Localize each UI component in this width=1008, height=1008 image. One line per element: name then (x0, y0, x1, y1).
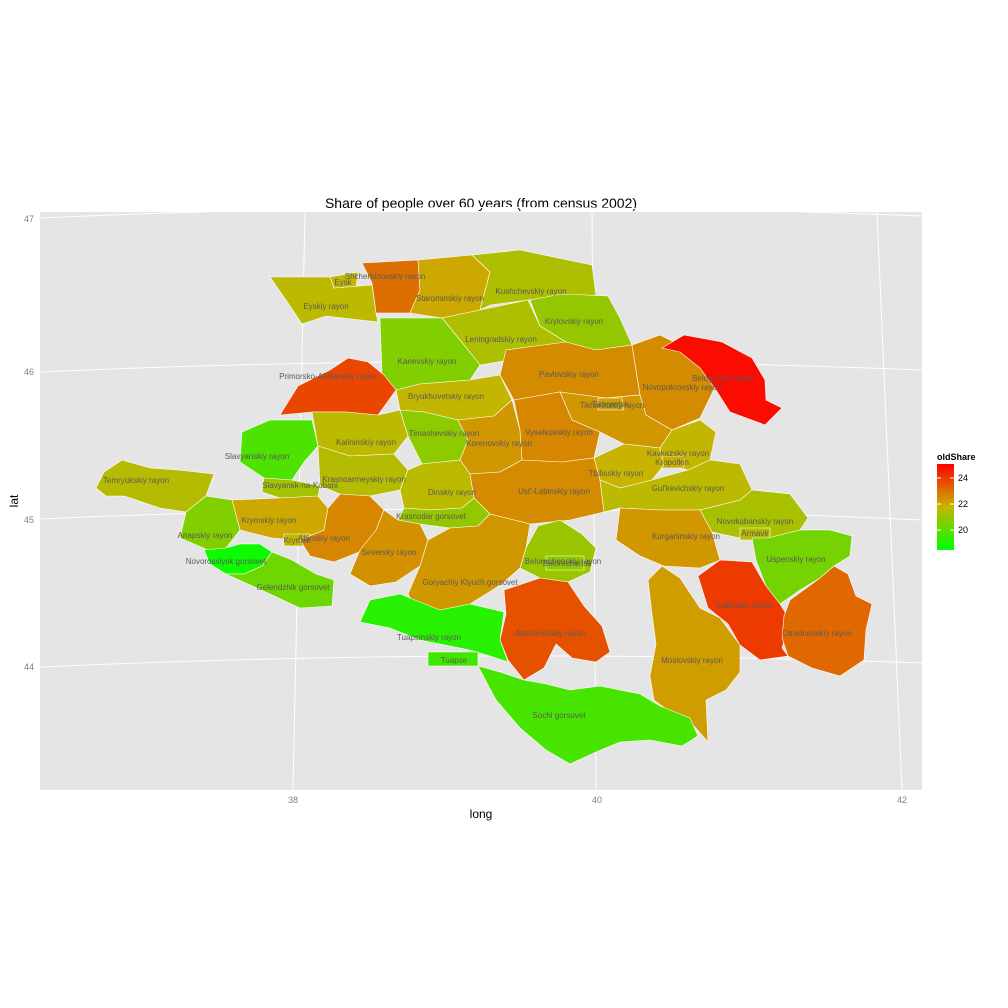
region-label: Gul'kevichskiy rayon (652, 484, 725, 493)
region-label: Novopokrovskiy rayon (643, 383, 722, 392)
region-label: Tuapsinskiy rayon (397, 633, 461, 642)
region-temryukskiy-rayon (95, 459, 215, 513)
region-label: Tbilisskiy rayon (589, 469, 644, 478)
region-label: Kurganinskiy rayon (652, 532, 720, 541)
region-label: Kavkazskiy rayon (647, 449, 709, 458)
y-axis: 47 46 45 44 lat (7, 214, 34, 672)
region-layer (95, 249, 873, 765)
region-label: Otradnenskiy rayon (782, 629, 851, 638)
region-kurganinskiy-rayon (615, 507, 721, 569)
region-label: Seversky rayon (361, 548, 416, 557)
region-label: Temryukskiy rayon (103, 476, 169, 485)
region-label: Gelendzhik gorsovet (257, 583, 331, 592)
region-label: Tikhoretskiy rayon (580, 401, 645, 410)
x-tick-label: 42 (897, 795, 907, 805)
region-label: Tikhoretsk (592, 400, 630, 409)
region-belogorsky-rayon (661, 334, 783, 426)
region-label: Slavyansk-na-Kubani (262, 481, 338, 490)
region-label: Labinskiy rayon (717, 601, 773, 610)
region-label: Korenovskiy rayon (466, 439, 532, 448)
region-label: Eyskiy rayon (303, 302, 348, 311)
y-tick-label: 45 (24, 515, 34, 525)
region-label: Timashevskiy rayon (409, 429, 479, 438)
region-label: Kropotkin (655, 458, 689, 467)
region-tuapsinskiy-rayon (359, 593, 509, 663)
region-label: Anapskiy rayon (178, 531, 233, 540)
region-label: Belogorsky rayon (692, 374, 754, 383)
x-axis: 38 40 42 long (288, 795, 907, 821)
gridline-lat-47 (39, 206, 923, 219)
region-label: Tuapse (441, 656, 468, 665)
region-label: Armavir (741, 529, 769, 538)
region-label: Dinskiy rayon (428, 488, 476, 497)
region-gelendzhik-gorsovet (225, 551, 335, 609)
y-tick-label: 47 (24, 214, 34, 224)
region-label: Starominskiy rayon (416, 294, 484, 303)
region-label: Kushchevskiy rayon (495, 287, 566, 296)
region-otradnenskiy-rayon (781, 565, 873, 677)
region-label: Abinskiy rayon (298, 534, 350, 543)
x-tick-label: 40 (592, 795, 602, 805)
region-label: Bryukhovetskiy rayon (408, 392, 484, 401)
y-tick-label: 44 (24, 662, 34, 672)
region-label: Uspenskiy rayon (766, 555, 825, 564)
region-label: Eysk (334, 278, 352, 287)
region-label: Kanevskiy rayon (398, 357, 457, 366)
x-axis-title: long (470, 807, 493, 821)
y-tick-label: 46 (24, 367, 34, 377)
legend-tick-label: 24 (958, 473, 968, 483)
region-label: Ust'-Labinskiy rayon (518, 487, 590, 496)
region-tikhoretsk (597, 397, 625, 411)
legend-tick-label: 20 (958, 525, 968, 535)
region-slavyanskiy-rayon (239, 419, 319, 481)
x-tick-label: 38 (288, 795, 298, 805)
region-label: Krymsk (284, 536, 312, 545)
region-label: Shcherbinovskiy rayon (345, 272, 425, 281)
region-label: Belorechenskiy rayon (525, 557, 601, 566)
region-label: Krasnodar gorsovet (396, 512, 467, 521)
region-label: Mostovskiy rayon (661, 656, 723, 665)
region-eyskiy-rayon (269, 276, 379, 325)
region-label: Krymskiy rayon (242, 516, 297, 525)
region-labinskiy-rayon (697, 559, 791, 661)
region-label: Sochi gorsovet (533, 711, 587, 720)
region-belorechensk (545, 555, 585, 571)
region-sochi-gorsovet (477, 665, 699, 765)
region-label: Krasnoarmeyskiy rayon (322, 475, 406, 484)
region-label: Novorossiysk gorsovet (186, 557, 267, 566)
region-label: Krylovskiy rayon (545, 317, 603, 326)
region-label: Kalininskiy rayon (336, 438, 396, 447)
region-label: Slavyanskiy rayon (225, 452, 289, 461)
region-label: Apsheronskiy rayon (515, 629, 585, 638)
region-anapskiy-rayon (179, 495, 241, 551)
region-starominskiy-rayon (409, 254, 491, 319)
region-label: Pavlovskiy rayon (539, 370, 599, 379)
legend-tick-label: 22 (958, 499, 968, 509)
legend-colorbar (937, 464, 954, 550)
region-label: Primorsko-Akhtarskiy rayon (279, 372, 377, 381)
region-label: Belorechensk (543, 559, 592, 568)
legend: oldShare 20 22 24 (937, 452, 976, 550)
y-axis-title: lat (7, 494, 21, 507)
region-novokubanskiy-rayon (699, 489, 809, 539)
region-mostovskiy-rayon (647, 565, 741, 743)
legend-title: oldShare (937, 452, 976, 462)
region-label: Leningradskiy rayon (465, 335, 537, 344)
gridline-long-42 (876, 211, 903, 791)
region-label: Vyselkovskiy rayon (525, 428, 593, 437)
region-label: Goryachiy Klyuch gorsovet (422, 578, 518, 587)
chart-title: Share of people over 60 years (from cens… (325, 195, 637, 211)
region-label: Novokubanskiy rayon (717, 517, 793, 526)
